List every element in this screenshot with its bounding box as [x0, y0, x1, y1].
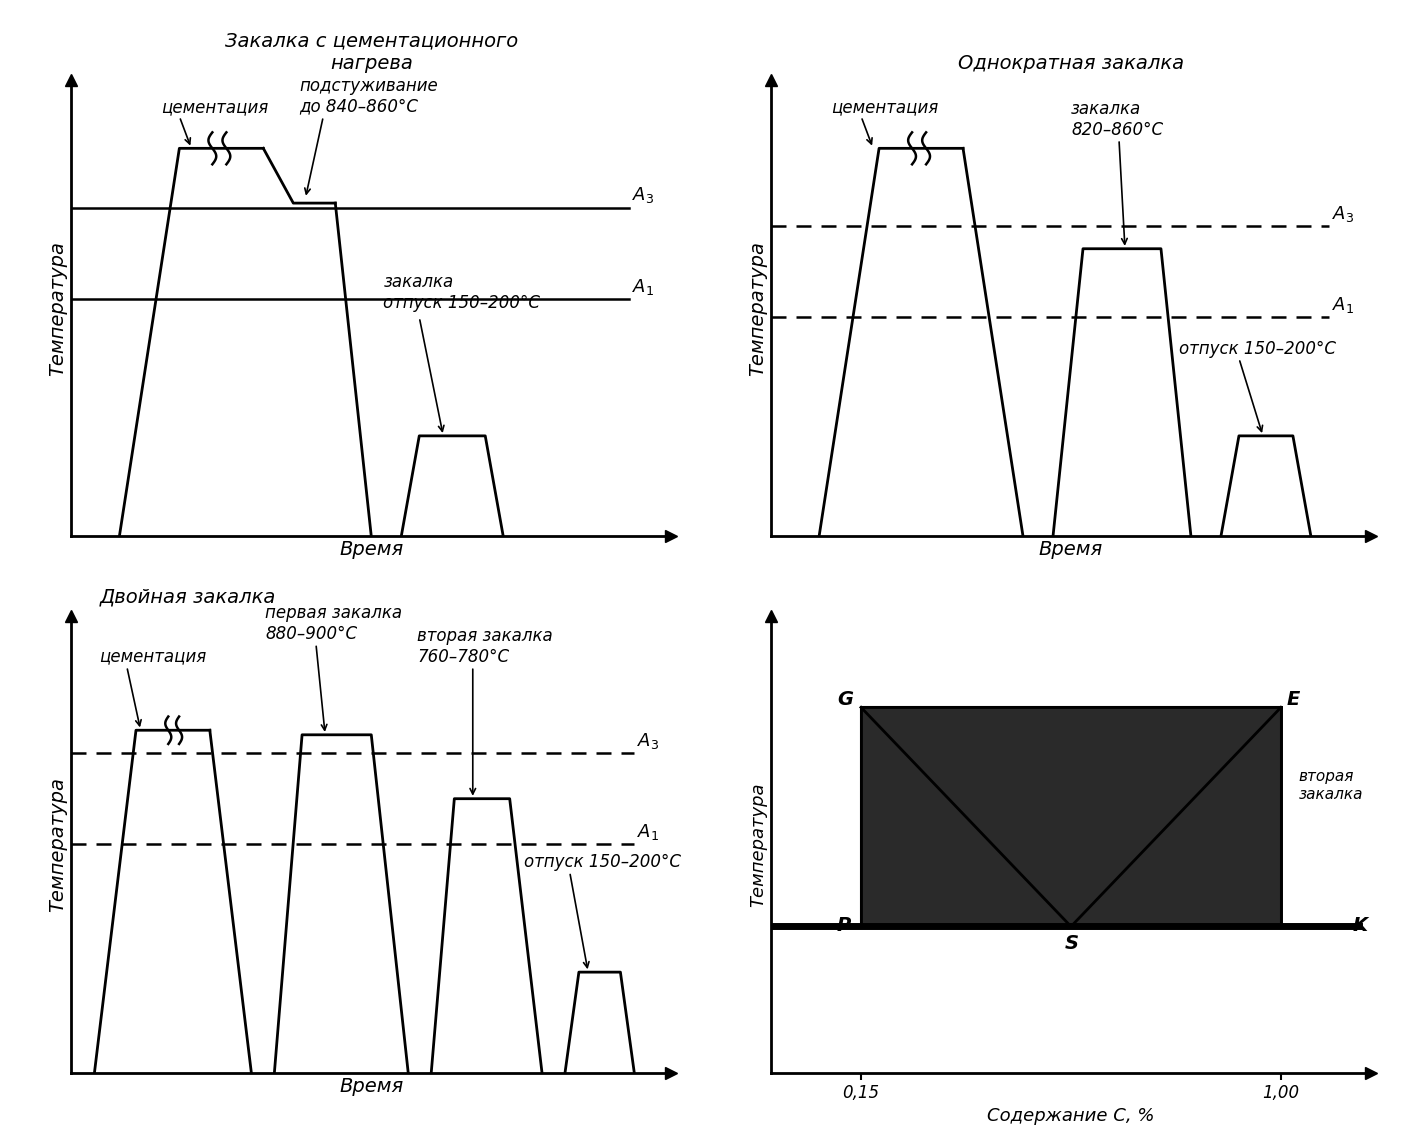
Text: первая закалка
880–900°С: первая закалка 880–900°С [266, 605, 403, 644]
Text: подстуживание
до 840–860°С: подстуживание до 840–860°С [300, 78, 438, 116]
Text: $A_3$: $A_3$ [633, 185, 654, 205]
X-axis label: Содержание С, %: Содержание С, % [987, 1107, 1155, 1125]
Text: закалка
отпуск 150–200°С: закалка отпуск 150–200°С [383, 274, 540, 313]
Text: E: E [1287, 690, 1301, 710]
Text: K: K [1352, 916, 1368, 936]
X-axis label: Время: Время [340, 541, 403, 559]
Text: $A_1$: $A_1$ [637, 822, 658, 842]
Y-axis label: Температура: Температура [748, 782, 767, 907]
Title: Закалка с цементационного
нагрева: Закалка с цементационного нагрева [224, 32, 518, 73]
Text: вторая закалка
760–780°С: вторая закалка 760–780°С [417, 628, 553, 666]
Text: вторая
закалка: вторая закалка [1299, 769, 1364, 802]
Text: P: P [837, 916, 851, 936]
Y-axis label: Температура: Температура [49, 777, 67, 912]
Text: $A_1$: $A_1$ [1332, 294, 1354, 315]
X-axis label: Время: Время [340, 1077, 403, 1095]
Text: закалка
820–860°С: закалка 820–860°С [1071, 100, 1164, 139]
Y-axis label: Температура: Температура [748, 241, 767, 375]
Text: $A_3$: $A_3$ [1332, 203, 1354, 224]
Polygon shape [861, 707, 1281, 926]
Text: цементация: цементация [831, 98, 938, 116]
Title: Однократная закалка: Однократная закалка [958, 54, 1184, 73]
Text: отпуск 150–200°С: отпуск 150–200°С [1180, 340, 1337, 358]
Text: первая закалка: первая закалка [883, 639, 1020, 657]
Text: G: G [837, 690, 853, 710]
Text: цементация: цементация [161, 98, 268, 116]
Text: отпуск 150–200°С: отпуск 150–200°С [524, 853, 681, 872]
Text: S: S [1065, 934, 1080, 954]
X-axis label: Время: Время [1040, 541, 1102, 559]
Text: $A_1$: $A_1$ [633, 276, 654, 297]
Text: цементация: цементация [99, 648, 206, 666]
Text: $A_3$: $A_3$ [637, 730, 658, 751]
Y-axis label: Температура: Температура [49, 241, 67, 375]
Text: Двойная закалка: Двойная закалка [100, 588, 277, 607]
